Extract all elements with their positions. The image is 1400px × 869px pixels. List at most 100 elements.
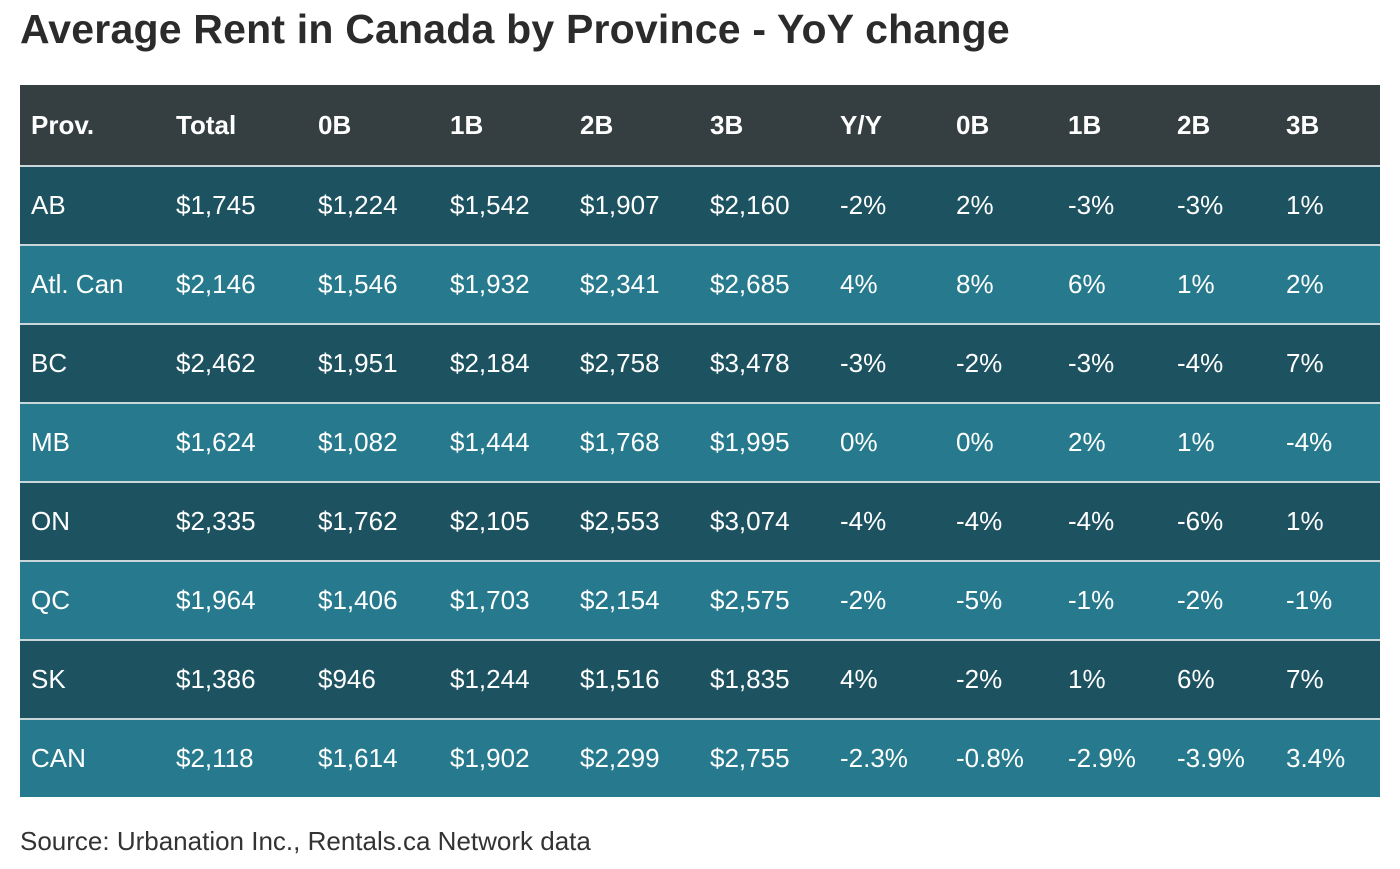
value-cell: $2,755 xyxy=(699,718,829,797)
value-cell: $1,745 xyxy=(165,165,307,245)
value-cell: $2,154 xyxy=(569,560,699,640)
value-cell: $1,835 xyxy=(699,639,829,719)
value-cell: $1,224 xyxy=(307,165,439,245)
value-cell: 8% xyxy=(945,244,1057,324)
value-cell: -2% xyxy=(945,323,1057,403)
value-cell: -0.8% xyxy=(945,718,1057,797)
value-cell: -4% xyxy=(1275,402,1380,482)
value-cell: -4% xyxy=(945,481,1057,561)
value-cell: -3% xyxy=(1166,165,1275,245)
value-cell: $2,105 xyxy=(439,481,569,561)
value-cell: -6% xyxy=(1166,481,1275,561)
column-header: 3B xyxy=(1275,85,1380,166)
column-header: 0B xyxy=(945,85,1057,166)
value-cell: $1,444 xyxy=(439,402,569,482)
value-cell: 4% xyxy=(829,244,945,324)
value-cell: $1,542 xyxy=(439,165,569,245)
value-cell: $2,758 xyxy=(569,323,699,403)
value-cell: -4% xyxy=(1057,481,1166,561)
province-cell: MB xyxy=(20,402,165,482)
value-cell: 1% xyxy=(1166,402,1275,482)
value-cell: 2% xyxy=(1057,402,1166,482)
value-cell: -4% xyxy=(829,481,945,561)
value-cell: 7% xyxy=(1275,323,1380,403)
table-row: BC $2,462 $1,951 $2,184 $2,758 $3,478 -3% -2% -3… xyxy=(20,323,1380,403)
value-cell: 7% xyxy=(1275,639,1380,719)
value-cell: -2% xyxy=(1166,560,1275,640)
value-cell: -5% xyxy=(945,560,1057,640)
province-cell: BC xyxy=(20,323,165,403)
value-cell: $1,703 xyxy=(439,560,569,640)
value-cell: 1% xyxy=(1275,165,1380,245)
column-header: Total xyxy=(165,85,307,166)
value-cell: $1,762 xyxy=(307,481,439,561)
value-cell: $2,146 xyxy=(165,244,307,324)
value-cell: -4% xyxy=(1166,323,1275,403)
value-cell: 1% xyxy=(1275,481,1380,561)
value-cell: -1% xyxy=(1057,560,1166,640)
value-cell: $1,995 xyxy=(699,402,829,482)
value-cell: $2,553 xyxy=(569,481,699,561)
value-cell: 1% xyxy=(1166,244,1275,324)
value-cell: 6% xyxy=(1057,244,1166,324)
value-cell: 2% xyxy=(1275,244,1380,324)
value-cell: 0% xyxy=(829,402,945,482)
value-cell: 2% xyxy=(945,165,1057,245)
value-cell: -2% xyxy=(945,639,1057,719)
value-cell: $2,462 xyxy=(165,323,307,403)
table-row: ON $2,335 $1,762 $2,105 $2,553 $3,074 -4% -4% -4… xyxy=(20,481,1380,561)
value-cell: $2,575 xyxy=(699,560,829,640)
value-cell: 1% xyxy=(1057,639,1166,719)
value-cell: 3.4% xyxy=(1275,718,1380,797)
value-cell: -1% xyxy=(1275,560,1380,640)
value-cell: 4% xyxy=(829,639,945,719)
value-cell: $2,335 xyxy=(165,481,307,561)
province-cell: CAN xyxy=(20,718,165,797)
value-cell: $1,768 xyxy=(569,402,699,482)
value-cell: $3,074 xyxy=(699,481,829,561)
province-cell: ON xyxy=(20,481,165,561)
value-cell: $2,184 xyxy=(439,323,569,403)
column-header: 2B xyxy=(1166,85,1275,166)
province-cell: AB xyxy=(20,165,165,245)
rent-table: Prov. Total 0B 1B 2B 3B Y/Y 0B 1B 2B 3B AB $1,745 $1… xyxy=(20,85,1380,797)
table-row: QC $1,964 $1,406 $1,703 $2,154 $2,575 -2% -5% -1… xyxy=(20,560,1380,640)
table-row: MB $1,624 $1,082 $1,444 $1,768 $1,995 0% 0% 2% 1%… xyxy=(20,402,1380,482)
value-cell: 0% xyxy=(945,402,1057,482)
value-cell: -2% xyxy=(829,165,945,245)
value-cell: -3% xyxy=(1057,323,1166,403)
table-row: AB $1,745 $1,224 $1,542 $1,907 $2,160 -2% 2% -3%… xyxy=(20,165,1380,245)
source-note: Source: Urbanation Inc., Rentals.ca Netw… xyxy=(20,826,591,856)
value-cell: $1,951 xyxy=(307,323,439,403)
value-cell: $2,299 xyxy=(569,718,699,797)
value-cell: -2% xyxy=(829,560,945,640)
value-cell: -3.9% xyxy=(1166,718,1275,797)
value-cell: $1,386 xyxy=(165,639,307,719)
column-header: 3B xyxy=(699,85,829,166)
value-cell: $1,082 xyxy=(307,402,439,482)
value-cell: $1,624 xyxy=(165,402,307,482)
value-cell: $1,964 xyxy=(165,560,307,640)
table-row: SK $1,386 $946 $1,244 $1,516 $1,835 4% -2% 1% 6% 7… xyxy=(20,639,1380,719)
value-cell: 6% xyxy=(1166,639,1275,719)
value-cell: $946 xyxy=(307,639,439,719)
value-cell: $1,932 xyxy=(439,244,569,324)
value-cell: -2.3% xyxy=(829,718,945,797)
province-cell: SK xyxy=(20,639,165,719)
value-cell: $3,478 xyxy=(699,323,829,403)
table-row: CAN $2,118 $1,614 $1,902 $2,299 $2,755 -2.3% -0… xyxy=(20,718,1380,797)
page-title: Average Rent in Canada by Province - YoY… xyxy=(20,6,1010,52)
value-cell: -3% xyxy=(1057,165,1166,245)
column-header: Prov. xyxy=(20,85,165,166)
column-header: 1B xyxy=(1057,85,1166,166)
value-cell: $2,118 xyxy=(165,718,307,797)
table-row: Atl. Can $2,146 $1,546 $1,932 $2,341 $2,685 4%… xyxy=(20,244,1380,324)
province-cell: QC xyxy=(20,560,165,640)
column-header: 2B xyxy=(569,85,699,166)
value-cell: -2.9% xyxy=(1057,718,1166,797)
value-cell: $1,244 xyxy=(439,639,569,719)
value-cell: $1,902 xyxy=(439,718,569,797)
value-cell: $1,546 xyxy=(307,244,439,324)
value-cell: $1,907 xyxy=(569,165,699,245)
value-cell: $2,160 xyxy=(699,165,829,245)
